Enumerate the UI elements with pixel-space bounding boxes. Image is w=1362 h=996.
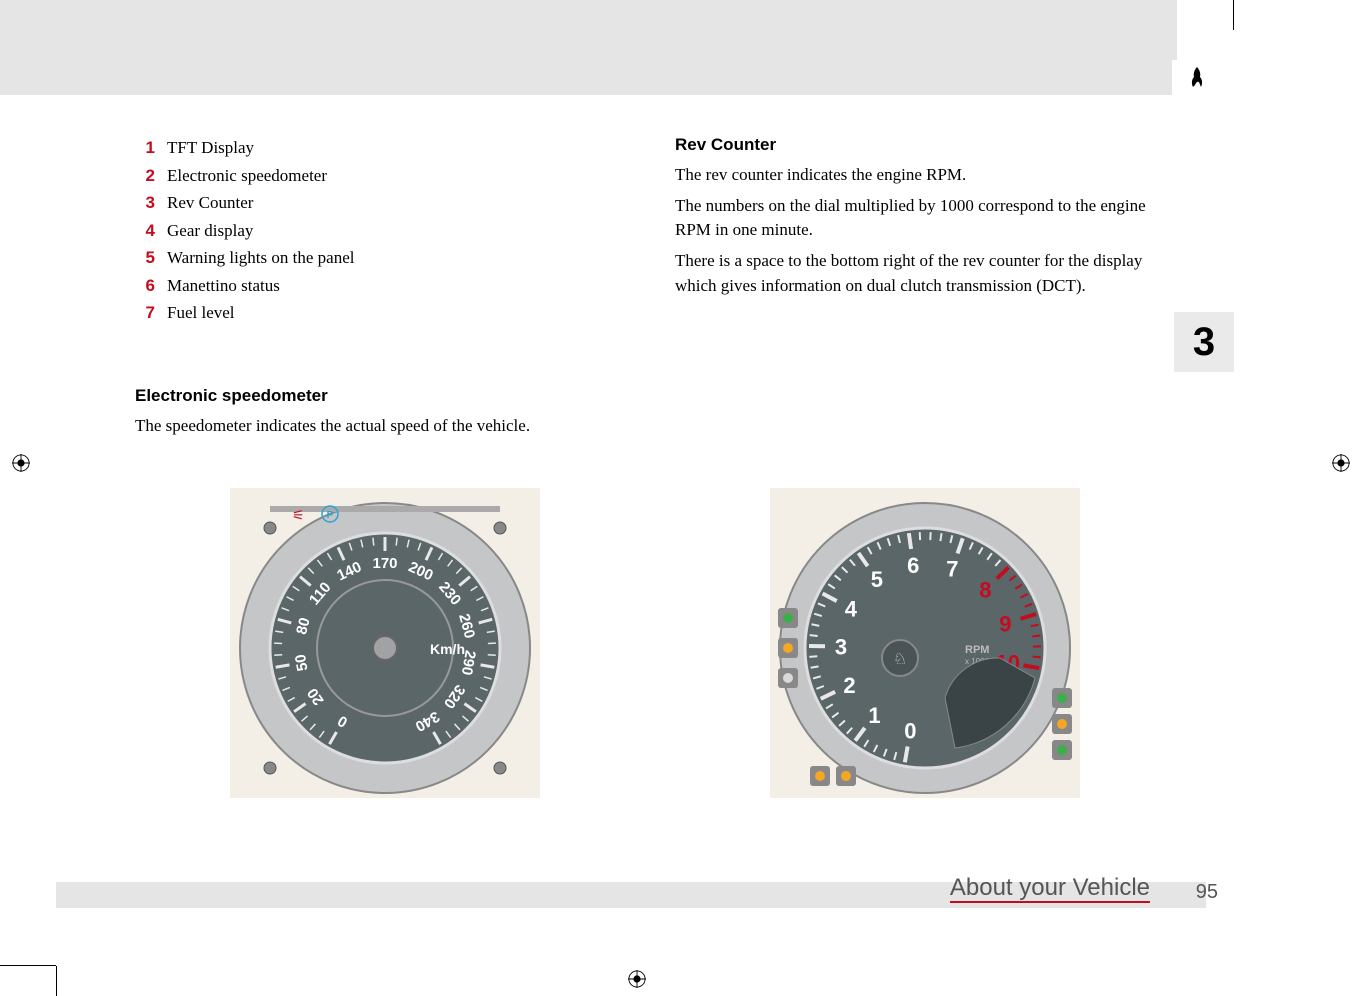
chapter-number-box: 3	[1174, 312, 1234, 372]
svg-text:0: 0	[904, 719, 916, 744]
svg-text:170: 170	[372, 555, 397, 572]
legend-item: 4 Gear display	[135, 218, 575, 244]
svg-text:50: 50	[292, 653, 312, 672]
legend-number: 6	[135, 273, 155, 299]
revcounter-body: The rev counter indicates the engine RPM…	[675, 163, 1155, 188]
legend-label: Manettino status	[167, 276, 280, 295]
legend-number: 2	[135, 163, 155, 189]
svg-text:3: 3	[835, 635, 847, 660]
svg-text:4: 4	[845, 597, 858, 622]
page-number: 95	[1196, 881, 1218, 904]
svg-text:7: 7	[946, 557, 958, 582]
svg-text:6: 6	[907, 553, 919, 578]
svg-text:5: 5	[871, 567, 883, 592]
legend-label: Gear display	[167, 221, 253, 240]
right-column: Rev Counter The rev counter indicates th…	[675, 135, 1155, 304]
header-bar	[0, 0, 1177, 95]
crop-mark	[1233, 0, 1234, 30]
speedometer-gauge: ⚟P0205080110140170200230260290320340Km/h	[230, 488, 540, 798]
revcounter-body: There is a space to the bottom right of …	[675, 249, 1155, 298]
svg-text:Km/h: Km/h	[430, 641, 465, 657]
legend-label: TFT Display	[167, 138, 254, 157]
crop-mark	[56, 966, 57, 996]
prancing-horse-icon	[1187, 65, 1207, 95]
content-area: 1 TFT Display 2 Electronic speedometer 3 Re…	[135, 135, 1155, 444]
svg-text:⚟: ⚟	[292, 509, 305, 524]
section-title: About your Vehicle	[934, 868, 1166, 908]
chapter-number: 3	[1193, 320, 1215, 365]
revcounter-heading: Rev Counter	[675, 135, 1155, 155]
legend-item: 1 TFT Display	[135, 135, 575, 161]
svg-text:♘: ♘	[893, 651, 907, 668]
revcounter-gauge: 012345678910♘RPMx 1000	[770, 488, 1080, 798]
registration-mark-icon	[12, 454, 30, 472]
svg-text:9: 9	[999, 611, 1011, 636]
gauge-container: ⚟P0205080110140170200230260290320340Km/h…	[230, 488, 1080, 798]
left-column: 1 TFT Display 2 Electronic speedometer 3 Re…	[135, 135, 575, 444]
legend-label: Electronic speedometer	[167, 166, 327, 185]
revcounter-body: The numbers on the dial multiplied by 10…	[675, 194, 1155, 243]
registration-mark-icon	[1332, 454, 1350, 472]
legend-number: 5	[135, 245, 155, 271]
legend-list: 1 TFT Display 2 Electronic speedometer 3 Re…	[135, 135, 575, 326]
legend-number: 4	[135, 218, 155, 244]
legend-item: 2 Electronic speedometer	[135, 163, 575, 189]
svg-text:8: 8	[979, 578, 991, 603]
svg-text:RPM: RPM	[965, 644, 989, 656]
speedometer-description: The speedometer indicates the actual spe…	[135, 414, 575, 439]
legend-number: 1	[135, 135, 155, 161]
svg-text:P: P	[327, 510, 334, 521]
legend-item: 6 Manettino status	[135, 273, 575, 299]
legend-number: 3	[135, 190, 155, 216]
legend-number: 7	[135, 300, 155, 326]
svg-text:1: 1	[868, 703, 880, 728]
brand-logo	[1172, 60, 1222, 100]
registration-mark-icon	[628, 970, 646, 988]
legend-label: Rev Counter	[167, 193, 253, 212]
svg-text:2: 2	[843, 673, 855, 698]
legend-item: 7 Fuel level	[135, 300, 575, 326]
legend-item: 5 Warning lights on the panel	[135, 245, 575, 271]
legend-item: 3 Rev Counter	[135, 190, 575, 216]
legend-label: Fuel level	[167, 303, 235, 322]
crop-mark	[0, 965, 56, 966]
speedometer-heading: Electronic speedometer	[135, 386, 575, 406]
legend-label: Warning lights on the panel	[167, 248, 354, 267]
